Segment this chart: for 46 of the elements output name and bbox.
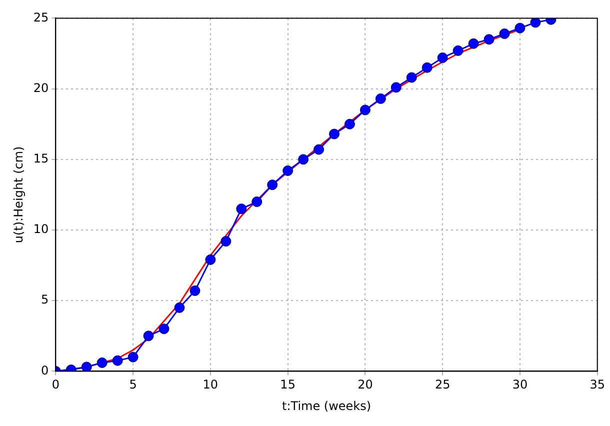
point [468, 38, 479, 49]
y-axis-title: u(t):Height (cm) [11, 146, 26, 244]
point [530, 18, 541, 28]
point [143, 330, 154, 342]
point [344, 118, 355, 130]
x-tick-label: 5 [129, 378, 137, 392]
point [205, 254, 216, 265]
point [422, 62, 432, 73]
point [390, 82, 402, 93]
y-tick-label: 5 [41, 292, 49, 307]
point [252, 196, 262, 208]
point [452, 45, 464, 56]
point [499, 28, 510, 39]
point [360, 104, 370, 116]
x-tick-label: 20 [358, 378, 373, 392]
x-tick-label: 30 [512, 378, 528, 392]
x-tick-label: 15 [280, 378, 296, 392]
point [514, 22, 526, 34]
point [437, 52, 448, 63]
point [484, 34, 494, 45]
y-tick-label: 10 [33, 222, 49, 236]
x-tick-label: 35 [590, 378, 606, 392]
point [329, 128, 340, 140]
point [96, 357, 108, 368]
x-axis-title: t:Time (weeks) [282, 398, 372, 413]
point [267, 180, 278, 190]
point [190, 285, 200, 296]
point [298, 154, 309, 165]
point [128, 352, 138, 362]
x-tick-label: 10 [202, 378, 218, 392]
point [112, 355, 123, 366]
point [314, 144, 324, 155]
point [81, 362, 92, 372]
y-tick-label: 15 [33, 152, 49, 166]
point [174, 302, 185, 313]
x-tick-label: 25 [434, 378, 450, 392]
point [375, 93, 386, 104]
point [236, 204, 247, 214]
point [282, 165, 294, 176]
point [220, 236, 232, 247]
y-tick-label: 25 [33, 10, 49, 24]
point [406, 72, 417, 83]
x-tick-label: 0 [52, 378, 60, 392]
y-tick-label: 0 [41, 363, 49, 378]
point [158, 324, 170, 334]
y-tick-label: 20 [33, 80, 49, 95]
